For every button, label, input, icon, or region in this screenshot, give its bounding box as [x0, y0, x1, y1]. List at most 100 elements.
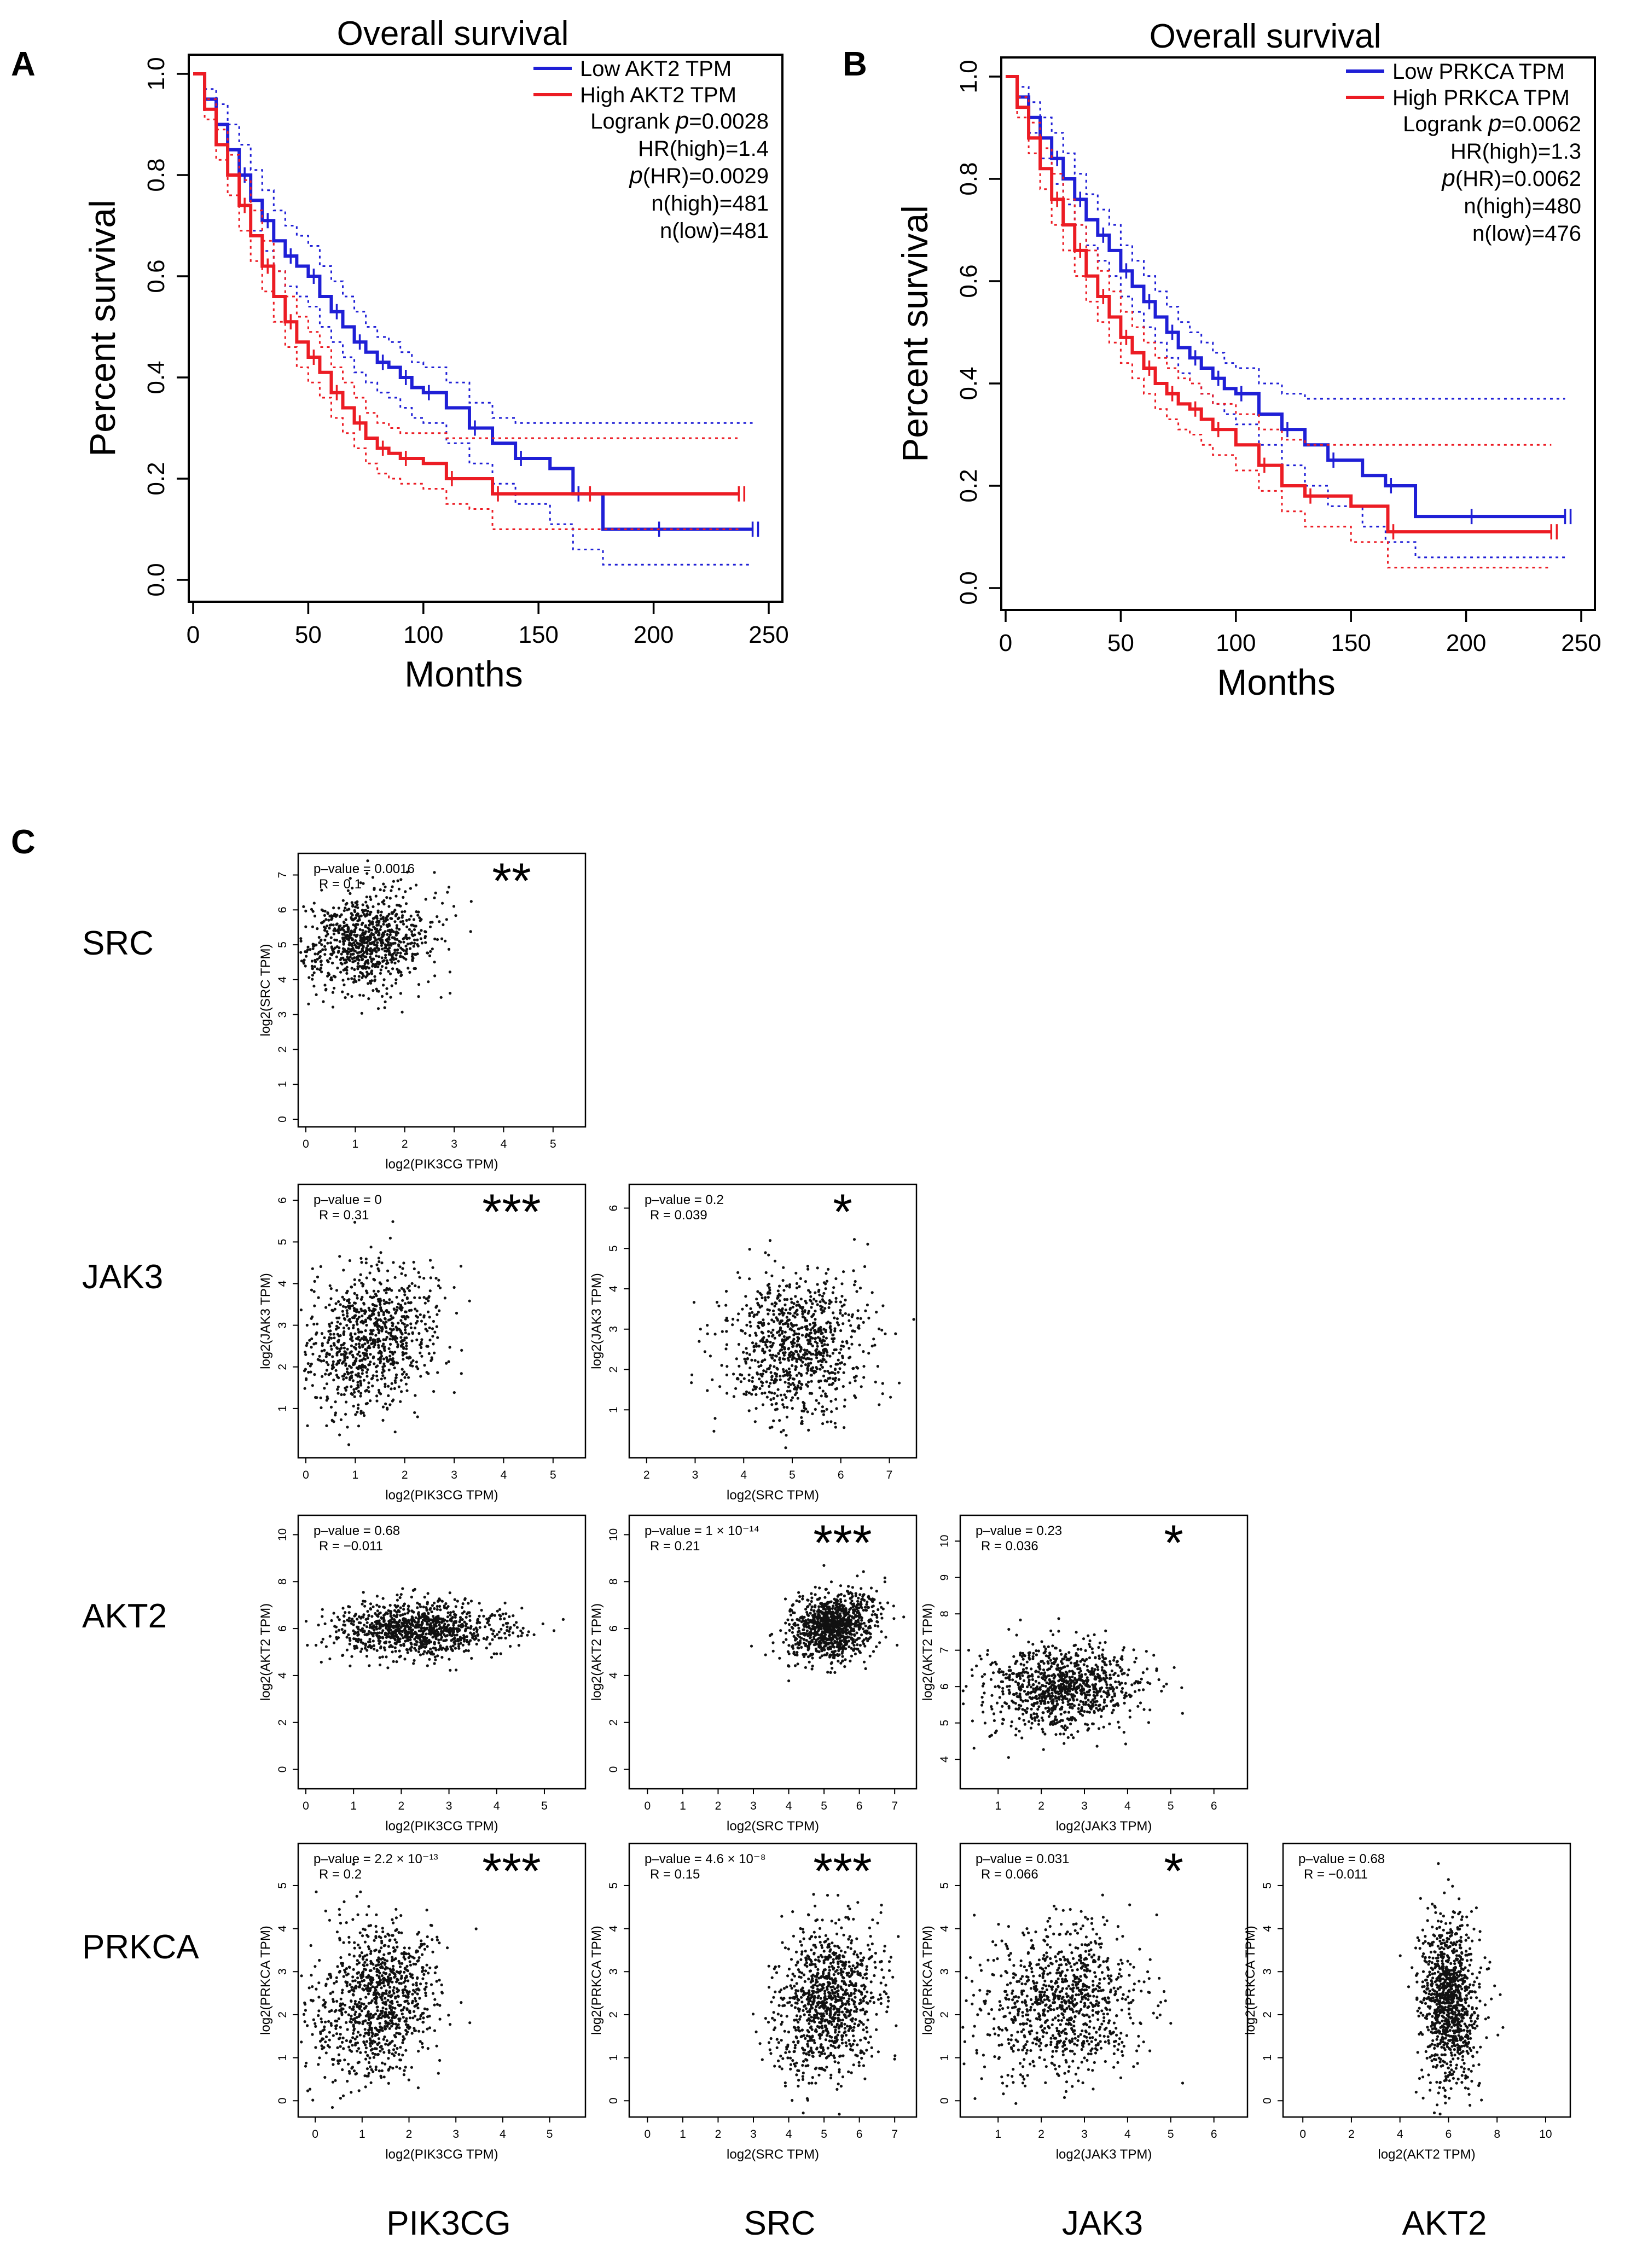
data-point: [420, 1620, 424, 1624]
data-point: [310, 1337, 314, 1340]
data-point: [343, 909, 346, 912]
data-point: [356, 903, 359, 906]
data-point: [360, 1330, 363, 1334]
data-point: [357, 1386, 360, 1389]
data-point: [372, 1632, 375, 1635]
data-point: [878, 1601, 882, 1604]
data-point: [334, 915, 338, 918]
data-point: [399, 1329, 402, 1333]
data-point: [369, 1332, 372, 1336]
data-point: [316, 927, 319, 931]
data-point: [422, 1296, 426, 1299]
data-point: [362, 1600, 365, 1603]
stat-p-hr-value: (HR)=0.0029: [643, 164, 769, 188]
data-point: [429, 1622, 432, 1625]
data-point: [345, 1376, 348, 1380]
data-point: [805, 1629, 809, 1632]
data-point: [328, 957, 332, 960]
data-point: [351, 1353, 355, 1357]
data-point: [384, 1385, 387, 1388]
data-point: [377, 1311, 380, 1315]
data-points: [299, 1220, 471, 1446]
data-point: [792, 1337, 796, 1341]
data-point: [415, 1338, 419, 1341]
data-point: [365, 947, 368, 951]
data-point: [785, 1415, 788, 1418]
data-point: [375, 944, 379, 947]
data-point: [870, 1613, 874, 1616]
data-point: [818, 1386, 821, 1389]
data-point: [794, 1643, 797, 1646]
data-point: [739, 1380, 742, 1383]
data-point: [748, 1312, 751, 1315]
data-point: [371, 920, 374, 923]
data-point: [341, 990, 344, 993]
data-point: [413, 924, 416, 928]
data-point: [797, 1303, 800, 1306]
data-point: [386, 1269, 390, 1272]
data-point: [450, 1619, 453, 1623]
data-point: [474, 1635, 477, 1638]
data-point: [405, 1341, 408, 1345]
stat-p-symbol: p: [1441, 165, 1455, 191]
data-point: [816, 1637, 820, 1641]
data-point: [417, 1331, 421, 1335]
data-point: [403, 910, 407, 913]
data-point: [786, 1374, 790, 1377]
data-point: [356, 1296, 359, 1300]
data-point: [825, 1348, 828, 1352]
data-point: [428, 1326, 431, 1329]
data-point: [330, 917, 334, 920]
data-point: [311, 974, 315, 977]
data-point: [386, 918, 389, 921]
data-point: [766, 1292, 769, 1295]
data-point: [849, 1626, 852, 1629]
data-point: [340, 1628, 344, 1631]
plot-frame: [297, 852, 587, 1128]
data-point: [409, 1623, 413, 1626]
data-point: [755, 1407, 758, 1410]
data-point: [390, 984, 393, 987]
data-point: [828, 1637, 832, 1641]
stat-logrank-value: =0.0028: [689, 109, 769, 133]
data-point: [370, 957, 373, 961]
data-point: [321, 1344, 324, 1347]
x-tick-label: 0: [999, 630, 1012, 656]
data-point: [368, 923, 371, 927]
data-point: [482, 1614, 485, 1618]
data-point: [375, 1394, 379, 1398]
data-point: [798, 1345, 802, 1348]
data-point: [362, 1309, 365, 1313]
legend-label: Low PRKCA TPM: [1392, 60, 1565, 84]
data-point: [400, 1309, 403, 1312]
data-point: [826, 1642, 829, 1646]
x-tick-label: 0: [303, 1138, 309, 1150]
data-point: [859, 1626, 862, 1629]
data-point: [357, 975, 361, 978]
plot-frame: [297, 1514, 587, 1790]
data-point: [889, 1395, 892, 1399]
x-tick-label: 1: [352, 1469, 359, 1481]
data-point: [376, 1298, 380, 1301]
data-point: [433, 961, 436, 964]
data-point: [363, 1312, 367, 1315]
data-point: [361, 1284, 364, 1288]
data-point: [835, 1601, 839, 1605]
y-tick-label: 10: [276, 1528, 289, 1541]
data-point: [841, 1356, 844, 1359]
data-point: [392, 930, 396, 933]
data-point: [335, 1374, 339, 1377]
data-point: [881, 1382, 884, 1385]
data-point: [526, 1633, 529, 1637]
data-point: [368, 1309, 372, 1312]
data-point: [785, 1434, 788, 1437]
data-point: [810, 1627, 813, 1631]
data-point: [363, 1414, 366, 1417]
data-point: [368, 1640, 372, 1643]
data-point: [377, 1313, 381, 1317]
data-point: [786, 1406, 789, 1409]
data-point: [751, 1341, 755, 1345]
data-point: [849, 1659, 852, 1662]
data-point: [344, 1386, 347, 1390]
data-point: [359, 939, 362, 942]
